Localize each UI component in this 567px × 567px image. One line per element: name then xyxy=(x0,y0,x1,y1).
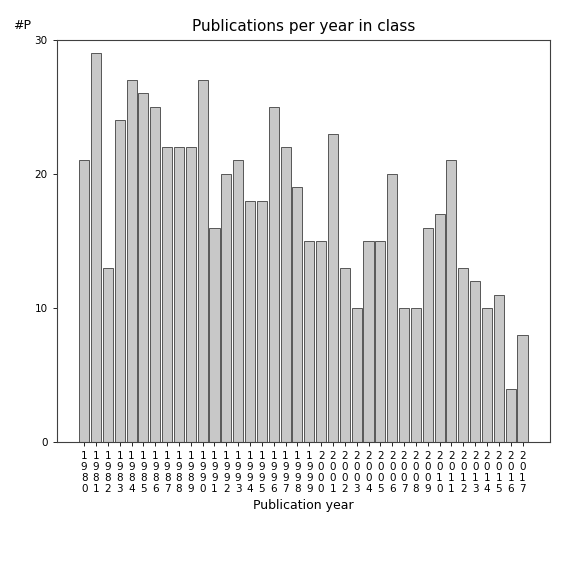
Bar xyxy=(79,160,89,442)
Bar xyxy=(198,80,208,442)
Bar xyxy=(446,160,456,442)
Bar xyxy=(340,268,350,442)
Bar xyxy=(186,147,196,442)
Bar xyxy=(269,107,279,442)
Bar xyxy=(126,80,137,442)
Bar xyxy=(518,335,527,442)
Bar xyxy=(506,388,516,442)
Bar xyxy=(411,308,421,442)
Bar xyxy=(458,268,468,442)
Bar xyxy=(209,227,219,442)
Bar xyxy=(245,201,255,442)
Bar xyxy=(150,107,160,442)
X-axis label: Publication year: Publication year xyxy=(253,499,354,512)
Bar xyxy=(328,134,338,442)
Bar xyxy=(482,308,492,442)
Bar xyxy=(174,147,184,442)
Bar xyxy=(221,174,231,442)
Bar xyxy=(162,147,172,442)
Bar xyxy=(363,241,374,442)
Bar xyxy=(423,227,433,442)
Bar xyxy=(281,147,291,442)
Bar xyxy=(399,308,409,442)
Bar xyxy=(352,308,362,442)
Bar xyxy=(316,241,326,442)
Bar xyxy=(103,268,113,442)
Bar xyxy=(115,120,125,442)
Title: Publications per year in class: Publications per year in class xyxy=(192,19,415,35)
Bar xyxy=(91,53,101,442)
Bar xyxy=(375,241,386,442)
Bar xyxy=(470,281,480,442)
Bar xyxy=(494,295,504,442)
Bar xyxy=(387,174,397,442)
Bar xyxy=(257,201,267,442)
Bar xyxy=(304,241,314,442)
Bar xyxy=(293,187,302,442)
Bar xyxy=(434,214,445,442)
Bar xyxy=(233,160,243,442)
Bar xyxy=(138,94,149,442)
Y-axis label: #P: #P xyxy=(13,19,31,32)
